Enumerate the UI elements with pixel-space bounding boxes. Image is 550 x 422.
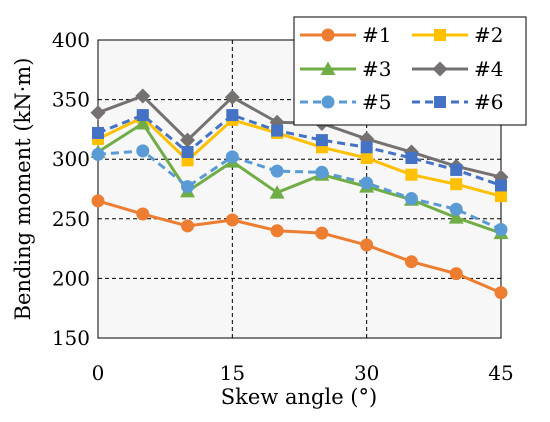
series-6-point (315, 134, 328, 147)
series-1-point (225, 213, 239, 227)
legend-entry-5-marker (321, 95, 335, 109)
series-5-point (181, 180, 195, 194)
series-6-point (450, 163, 463, 176)
series-4-point (135, 88, 151, 104)
series-5-point (449, 202, 463, 216)
series-2-point (360, 152, 373, 165)
y-axis-ticks: 150 200 250 300 350 400 (52, 28, 90, 350)
series-6-point (271, 124, 284, 137)
series-2-point (495, 190, 507, 203)
series-3-point (269, 185, 285, 199)
series-group (90, 88, 509, 300)
series-6-line (97, 113, 502, 187)
series-1-point (270, 224, 284, 238)
series-5-point (225, 150, 239, 164)
series-6-point (181, 146, 194, 159)
series-5-point (136, 144, 150, 158)
series-2-point (405, 168, 418, 181)
series-1-point (181, 219, 195, 233)
series-1-point (360, 238, 374, 252)
y-tick-label: 350 (52, 88, 90, 112)
legend-entry-2: #2 (412, 23, 503, 47)
legend-entry-5-label: #5 (362, 90, 391, 114)
legend-entry-4: #4 (412, 57, 503, 81)
series-4-point (90, 105, 106, 121)
series-3-point (135, 115, 151, 130)
legend-entry-3-label: #3 (362, 57, 391, 81)
x-axis-ticks: 0 15 30 45 (92, 361, 514, 385)
series-5-point (494, 223, 508, 237)
legend-entry-1-marker (321, 28, 335, 42)
y-tick-label: 200 (52, 266, 90, 290)
series-1-point (315, 226, 329, 240)
y-tick-label: 250 (52, 207, 90, 231)
series-4-point (180, 132, 196, 148)
series-3-line (97, 121, 502, 235)
y-tick-label: 400 (52, 28, 90, 52)
x-tick-label: 30 (354, 361, 379, 385)
legend-entry-4-label: #4 (474, 57, 503, 81)
series-3-point (448, 210, 464, 224)
legend-entry-6-label: #6 (474, 90, 503, 114)
series-2-line (97, 115, 502, 198)
series-6 (92, 109, 507, 192)
x-axis-label: Skew angle (°) (221, 385, 377, 409)
series-4-point (224, 89, 240, 105)
legend-entry-6: #6 (412, 90, 503, 114)
series-1 (91, 194, 508, 300)
series-6-point (495, 179, 507, 192)
x-tick-label: 45 (488, 361, 513, 385)
y-tick-label: 150 (52, 326, 90, 350)
series-6-point (360, 141, 373, 154)
y-axis-label: Bending moment (kN·m) (11, 58, 35, 321)
series-1-line (97, 199, 502, 295)
series-6-point (92, 126, 104, 139)
x-tick-label: 15 (220, 361, 245, 385)
series-5-point (360, 176, 374, 190)
series-6-point (405, 152, 418, 165)
legend-entry-6-marker (434, 96, 446, 108)
y-tick-label: 300 (52, 147, 90, 171)
series-5 (91, 144, 508, 237)
legend-entry-4-marker (432, 61, 448, 77)
series-1-point (91, 194, 105, 208)
x-tick-label: 0 (92, 361, 105, 385)
series-5-point (315, 165, 329, 179)
series-6-point (226, 109, 239, 122)
series-6-point (136, 109, 149, 122)
legend-entry-1-label: #1 (362, 23, 391, 47)
legend-entry-1: #1 (300, 23, 391, 47)
series-1-point (404, 255, 418, 269)
series-1-point (136, 207, 150, 221)
series-5-point (270, 164, 284, 178)
series-5-line (97, 149, 502, 231)
legend-entry-3: #3 (300, 57, 391, 81)
legend-entry-3-marker (320, 61, 336, 75)
series-1-point (494, 286, 508, 300)
legend-entry-5: #5 (300, 90, 391, 114)
series-1-point (449, 267, 463, 281)
legend-entry-2-label: #2 (474, 23, 503, 47)
series-2-point (450, 178, 463, 191)
legend: #1 #2 #3 #4 #5 #6 (293, 16, 527, 126)
series-5-point (91, 147, 105, 161)
series-5-point (404, 192, 418, 206)
legend-entry-2-marker (434, 29, 446, 41)
